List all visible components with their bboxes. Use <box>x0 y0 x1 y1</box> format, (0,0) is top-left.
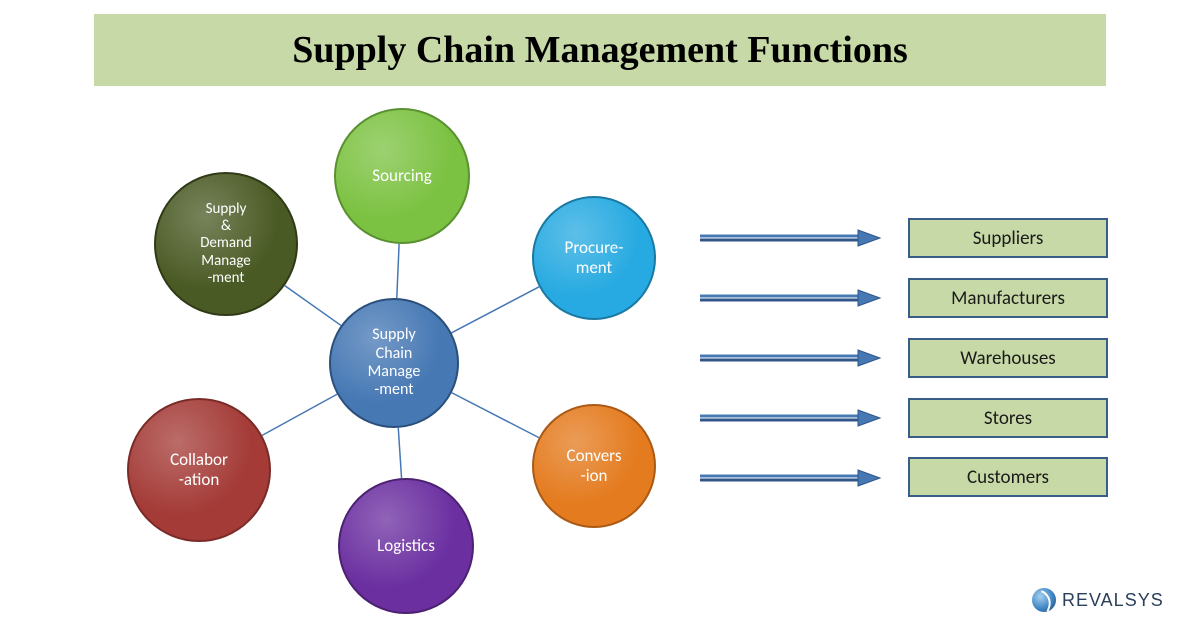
node-center: Supply Chain Manage -ment <box>329 298 459 428</box>
box-suppliers: Suppliers <box>908 218 1108 258</box>
box-warehouses: Warehouses <box>908 338 1108 378</box>
edge-sdm <box>285 286 341 326</box>
arrow-3 <box>700 410 880 426</box>
brand-logo-text: REVALSYS <box>1062 590 1164 611</box>
edge-procure <box>452 287 540 333</box>
box-customers: Customers <box>908 457 1108 497</box>
node-procure: Procure- ment <box>532 196 656 320</box>
box-suppliers-label: Suppliers <box>973 227 1044 250</box>
arrow-2 <box>700 350 880 366</box>
edge-conversion <box>452 393 539 438</box>
node-procure-label: Procure- ment <box>561 234 628 281</box>
node-logistics-label: Logistics <box>373 532 439 560</box>
brand-logo: REVALSYS <box>1032 588 1164 612</box>
box-manufacturers-label: Manufacturers <box>951 287 1065 310</box>
edge-sourcing <box>397 244 399 298</box>
box-manufacturers: Manufacturers <box>908 278 1108 318</box>
arrow-4 <box>700 470 880 486</box>
node-sourcing: Sourcing <box>334 108 470 244</box>
box-stores-label: Stores <box>984 407 1032 430</box>
box-customers-label: Customers <box>967 466 1049 489</box>
node-sdm-label: Supply & Demand Manage -ment <box>196 197 256 291</box>
edge-collab <box>262 394 337 435</box>
node-sdm: Supply & Demand Manage -ment <box>154 172 298 316</box>
node-collab-label: Collabor -ation <box>166 446 232 493</box>
arrow-0 <box>700 230 880 246</box>
arrow-1 <box>700 290 880 306</box>
edge-logistics <box>398 428 401 478</box>
node-conversion: Convers -ion <box>532 404 656 528</box>
node-collab: Collabor -ation <box>127 398 271 542</box>
diagram-canvas: Supply Chain Management FunctionsSupply … <box>0 0 1200 628</box>
box-stores: Stores <box>908 398 1108 438</box>
brand-logo-icon <box>1032 588 1056 612</box>
node-sourcing-label: Sourcing <box>368 162 435 190</box>
node-center-label: Supply Chain Manage -ment <box>364 322 425 404</box>
node-logistics: Logistics <box>338 478 474 614</box>
node-conversion-label: Convers -ion <box>563 442 626 489</box>
box-warehouses-label: Warehouses <box>960 347 1055 370</box>
